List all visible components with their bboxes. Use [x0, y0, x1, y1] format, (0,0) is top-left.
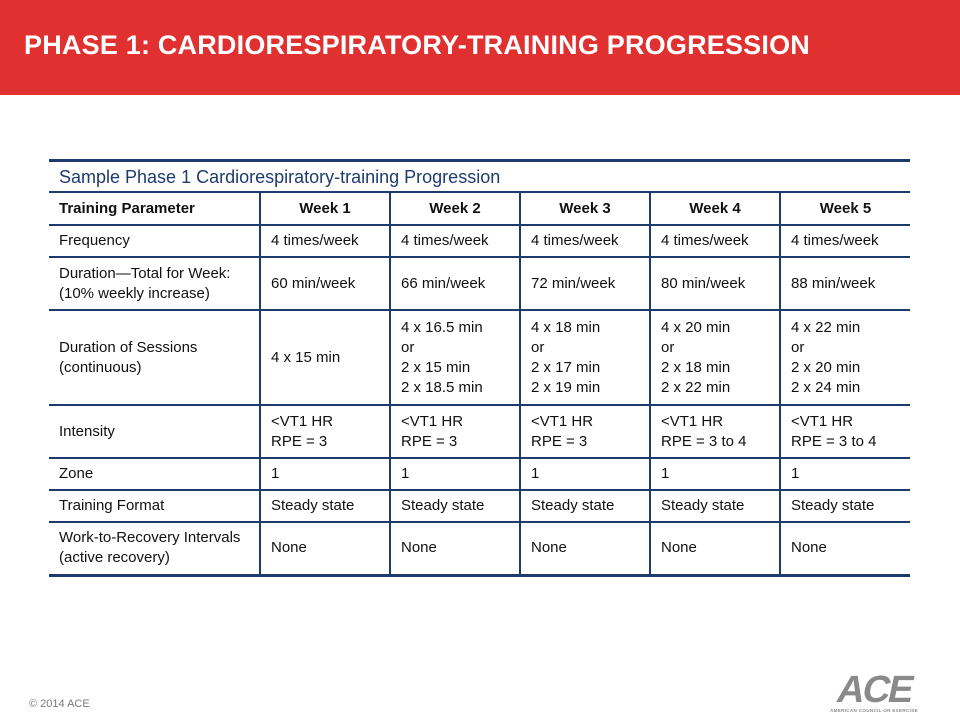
table-cell: 1 — [260, 458, 391, 491]
table-cell: Steady state — [520, 490, 651, 523]
table-cell: 4 x 18 min or 2 x 17 min 2 x 19 min — [520, 310, 651, 406]
header-bar — [0, 0, 960, 95]
row-label-cell: Duration of Sessions (continuous) — [49, 310, 261, 406]
table-cell: <VT1 HR RPE = 3 to 4 — [650, 405, 781, 459]
table-cell: 1 — [780, 458, 910, 491]
table-cell: <VT1 HR RPE = 3 — [390, 405, 521, 459]
column-header: Week 1 — [260, 193, 391, 226]
table-cell: 4 times/week — [780, 225, 910, 258]
column-header: Week 5 — [780, 193, 910, 226]
column-header: Week 2 — [390, 193, 521, 226]
table-cell: 4 x 22 min or 2 x 20 min 2 x 24 min — [780, 310, 910, 406]
progression-table: Training Parameter Week 1 Week 2 Week 3 … — [49, 193, 910, 577]
table-cell: 4 x 15 min — [260, 310, 391, 406]
table-cell: 4 x 20 min or 2 x 18 min 2 x 22 min — [650, 310, 781, 406]
column-header: Week 3 — [520, 193, 651, 226]
table-caption: Sample Phase 1 Cardiorespiratory-trainin… — [49, 159, 910, 193]
table-row: Frequency 4 times/week 4 times/week 4 ti… — [49, 225, 910, 258]
table-cell: None — [260, 522, 391, 577]
table-cell: <VT1 HR RPE = 3 to 4 — [780, 405, 910, 459]
table-cell: 80 min/week — [650, 257, 781, 311]
row-label-cell: Duration—Total for Week: (10% weekly inc… — [49, 257, 261, 311]
table-cell: 88 min/week — [780, 257, 910, 311]
table-row: Duration of Sessions (continuous) 4 x 15… — [49, 310, 910, 406]
table-row: Training Format Steady state Steady stat… — [49, 490, 910, 523]
table-cell: <VT1 HR RPE = 3 — [520, 405, 651, 459]
table-cell: None — [650, 522, 781, 577]
table-row: Intensity <VT1 HR RPE = 3 <VT1 HR RPE = … — [49, 405, 910, 459]
table-cell: Steady state — [650, 490, 781, 523]
table-row: Duration—Total for Week: (10% weekly inc… — [49, 257, 910, 311]
table-row: Zone 1 1 1 1 1 — [49, 458, 910, 491]
table-cell: Steady state — [260, 490, 391, 523]
table-cell: 4 times/week — [520, 225, 651, 258]
table-cell: 66 min/week — [390, 257, 521, 311]
row-label-cell: Training Format — [49, 490, 261, 523]
progression-table-container: Sample Phase 1 Cardiorespiratory-trainin… — [49, 159, 910, 577]
ace-logo-subtext: AMERICAN COUNCIL ON EXERCISE — [830, 708, 918, 713]
table-cell: <VT1 HR RPE = 3 — [260, 405, 391, 459]
table-cell: 1 — [650, 458, 781, 491]
row-label-cell: Intensity — [49, 405, 261, 459]
table-cell: 1 — [390, 458, 521, 491]
table-cell: None — [520, 522, 651, 577]
table-cell: Steady state — [780, 490, 910, 523]
table-cell: 4 times/week — [650, 225, 781, 258]
table-cell: None — [390, 522, 521, 577]
row-label-cell: Zone — [49, 458, 261, 491]
slide-title: PHASE 1: CARDIORESPIRATORY-TRAINING PROG… — [24, 30, 810, 60]
column-header: Week 4 — [650, 193, 781, 226]
table-cell: 4 times/week — [390, 225, 521, 258]
copyright-footer: © 2014 ACE — [29, 698, 90, 710]
table-cell: Steady state — [390, 490, 521, 523]
ace-logo-wordmark: ACE — [833, 670, 918, 711]
table-cell: 4 x 16.5 min or 2 x 15 min 2 x 18.5 min — [390, 310, 521, 406]
table-cell: None — [780, 522, 910, 577]
table-cell: 1 — [520, 458, 651, 491]
table-header-row: Training Parameter Week 1 Week 2 Week 3 … — [49, 193, 910, 226]
row-label-cell: Frequency — [49, 225, 261, 258]
table-cell: 4 times/week — [260, 225, 391, 258]
table-cell: 72 min/week — [520, 257, 651, 311]
table-cell: 60 min/week — [260, 257, 391, 311]
column-header: Training Parameter — [49, 193, 261, 226]
table-row: Work-to-Recovery Intervals (active recov… — [49, 522, 910, 577]
ace-logo: ACE AMERICAN COUNCIL ON EXERCISE — [830, 670, 918, 713]
row-label-cell: Work-to-Recovery Intervals (active recov… — [49, 522, 261, 577]
